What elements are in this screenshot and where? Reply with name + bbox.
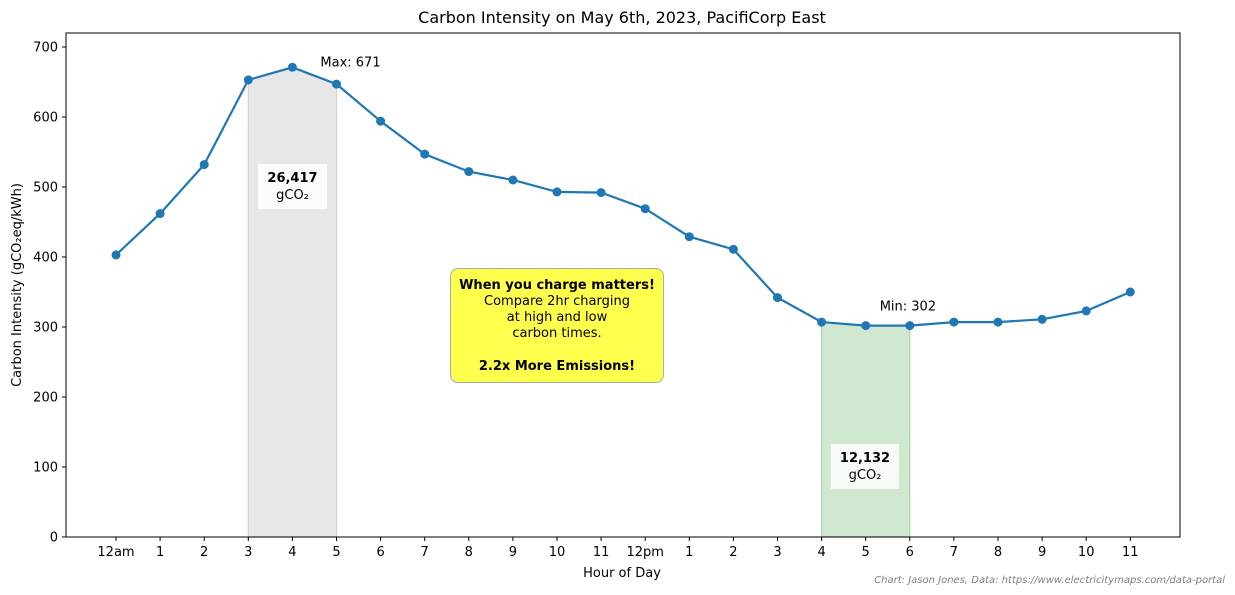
callout-heading: When you charge matters! [459,278,655,293]
data-point [552,187,562,197]
y-tick-label: 600 [33,111,58,126]
y-tick-label: 300 [33,321,58,336]
y-tick-label: 500 [33,181,58,196]
data-point [420,149,430,159]
high-emission-unit: gCO₂ [276,188,309,203]
shaded-region-high [247,66,338,538]
x-tick-label: 2 [200,545,208,560]
x-tick-label: 12am [97,545,134,560]
y-tick-label: 0 [50,531,58,546]
x-tick-label: 10 [549,545,566,560]
x-axis-label: Hour of Day [583,566,661,581]
data-point [111,250,121,260]
callout-line-3: carbon times. [512,326,602,341]
data-point [949,317,959,327]
high-emission-total: 26,417 gCO₂ [258,164,327,209]
callout-line-2: at high and low [506,310,608,325]
x-tick-label: 12pm [626,545,663,560]
y-tick-label: 200 [33,391,58,406]
data-point [287,62,297,72]
high-emission-value: 26,417 [267,171,318,186]
y-tick-label: 400 [33,251,58,266]
max-annotation: Max: 671 [320,55,380,70]
data-point [376,116,386,126]
chart-credit: Chart: Jason Jones, Data: https://www.el… [874,575,1225,586]
data-point [861,321,871,331]
x-tick-label: 8 [465,545,473,560]
data-point [817,317,827,327]
data-point [1037,314,1047,324]
x-tick-label: 6 [376,545,384,560]
callout-line-1: Compare 2hr charging [484,294,630,309]
data-point [728,244,738,254]
data-point [773,293,782,303]
x-tick-label: 9 [509,545,517,560]
x-tick-label: 9 [1038,545,1046,560]
x-tick-label: 1 [156,545,164,560]
x-tick-label: 5 [332,545,340,560]
x-tick-label: 7 [950,545,958,560]
x-tick-label: 1 [685,545,693,560]
x-tick-label: 10 [1078,545,1095,560]
data-point [684,232,694,242]
low-emission-total: 12,132 gCO₂ [831,444,899,489]
low-emission-value: 12,132 [839,451,891,466]
data-point [243,75,253,85]
x-tick-label: 4 [817,545,825,560]
callout-box: When you charge matters! Compare 2hr cha… [450,268,664,383]
low-emission-unit: gCO₂ [848,468,882,483]
data-point [640,204,650,214]
data-point [993,317,1003,327]
data-point [1125,287,1135,297]
data-point [155,209,165,219]
y-tick-label: 100 [33,461,58,476]
y-axis-label: Carbon Intensity (gCO₂eq/kWh) [10,183,25,387]
data-series [115,66,1131,327]
data-point [508,175,518,185]
x-tick-label: 2 [729,545,737,560]
x-tick-label: 11 [1122,545,1139,560]
x-tick-label: 7 [421,545,429,560]
x-tick-label: 6 [906,545,914,560]
x-tick-label: 5 [862,545,870,560]
chart-title: Carbon Intensity on May 6th, 2023, Pacif… [418,8,826,27]
data-point [199,160,209,170]
series-line [115,66,1131,327]
data-point [905,321,915,331]
x-tick-label: 3 [773,545,781,560]
shaded-region-low [821,321,911,538]
y-tick-label: 700 [33,41,58,56]
min-annotation: Min: 302 [880,300,936,315]
data-points [111,62,1135,331]
x-tick-label: 4 [288,545,296,560]
y-axis: 0 100 200 300 400 500 600 700 [33,41,66,546]
x-tick-label: 11 [593,545,610,560]
callout-result: 2.2x More Emissions! [478,359,636,374]
data-point [596,188,606,198]
data-point [332,79,341,89]
x-tick-label: 3 [244,545,252,560]
plot-frame [65,32,1181,538]
x-axis: 12am 1 2 3 4 5 6 7 8 9 10 11 12pm 1 2 3 4 5 6 7 8 9 10 11 [97,537,1139,560]
data-point [464,167,474,177]
x-tick-label: 8 [994,545,1002,560]
data-point [1081,306,1091,316]
